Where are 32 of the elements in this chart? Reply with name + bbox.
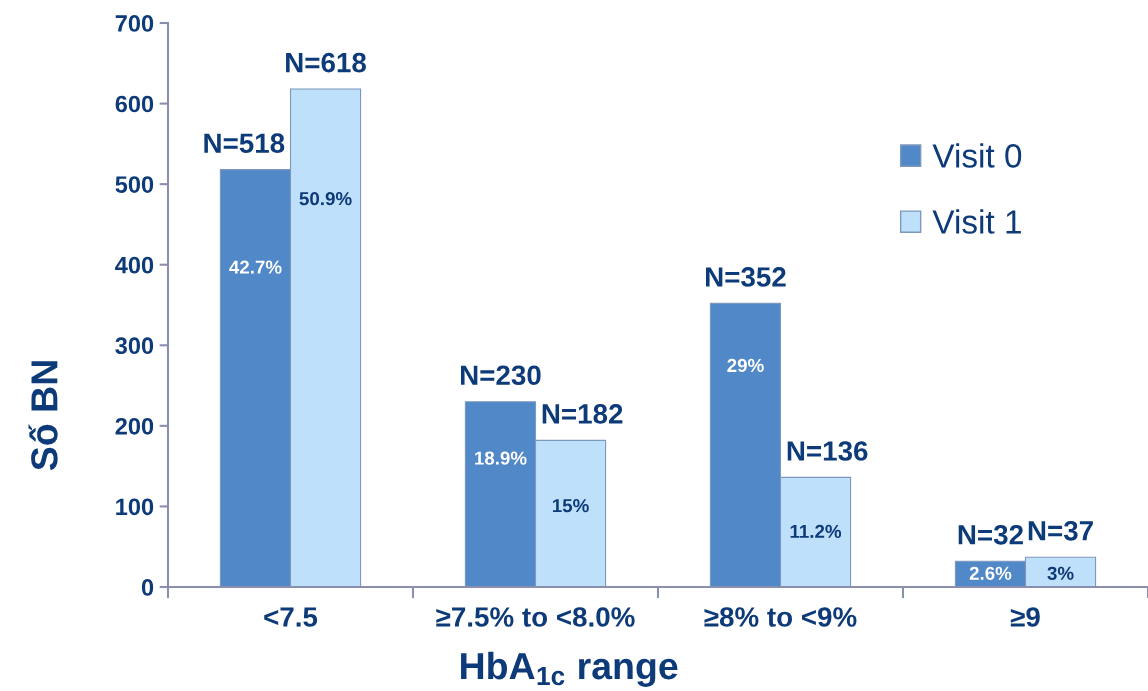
x-axis-title: HbA$_{1c}$ range [461,651,678,687]
data-label: N=32 [958,524,1023,545]
y-tick-label: 200 [115,417,154,435]
annotation: 42.7% [229,260,282,274]
annotation: 18.9% [475,451,527,465]
legend-label: Visit 1 [932,209,1021,234]
data-label: N=182 [542,404,623,424]
y-tick-label: 100 [116,498,154,516]
y-tick-label: 700 [115,15,154,32]
data-label: N=37 [1028,520,1093,541]
y-tick-label: 400 [115,256,154,274]
y-tick-label: 500 [115,176,154,193]
data-label: N=518 [204,133,285,154]
annotation: 3% [1047,566,1074,580]
annotation: 50.9% [299,192,352,206]
legend-label: Visit 0 [932,143,1022,168]
x-tick-label: ≥8% to <9% [704,607,857,627]
annotation: 15% [552,499,589,513]
annotation: 2.6% [969,566,1012,580]
x-tick-label: ≥7.5% to <8.0% [436,607,635,627]
data-label: N=136 [787,441,868,461]
data-label: N=618 [286,52,366,73]
annotation: 11.2% [790,524,842,539]
y-tick-label: 300 [115,337,154,355]
y-tick-label: 0 [141,579,154,596]
data-label: N=230 [461,365,541,386]
x-tick-label: <7.5 [264,607,318,627]
y-axis-title: Số BN [28,361,58,471]
y-tick-label: 600 [115,95,154,113]
annotation: 29% [727,358,764,373]
x-tick-label: ≥9 [1010,607,1040,627]
data-label: N=352 [706,267,786,287]
